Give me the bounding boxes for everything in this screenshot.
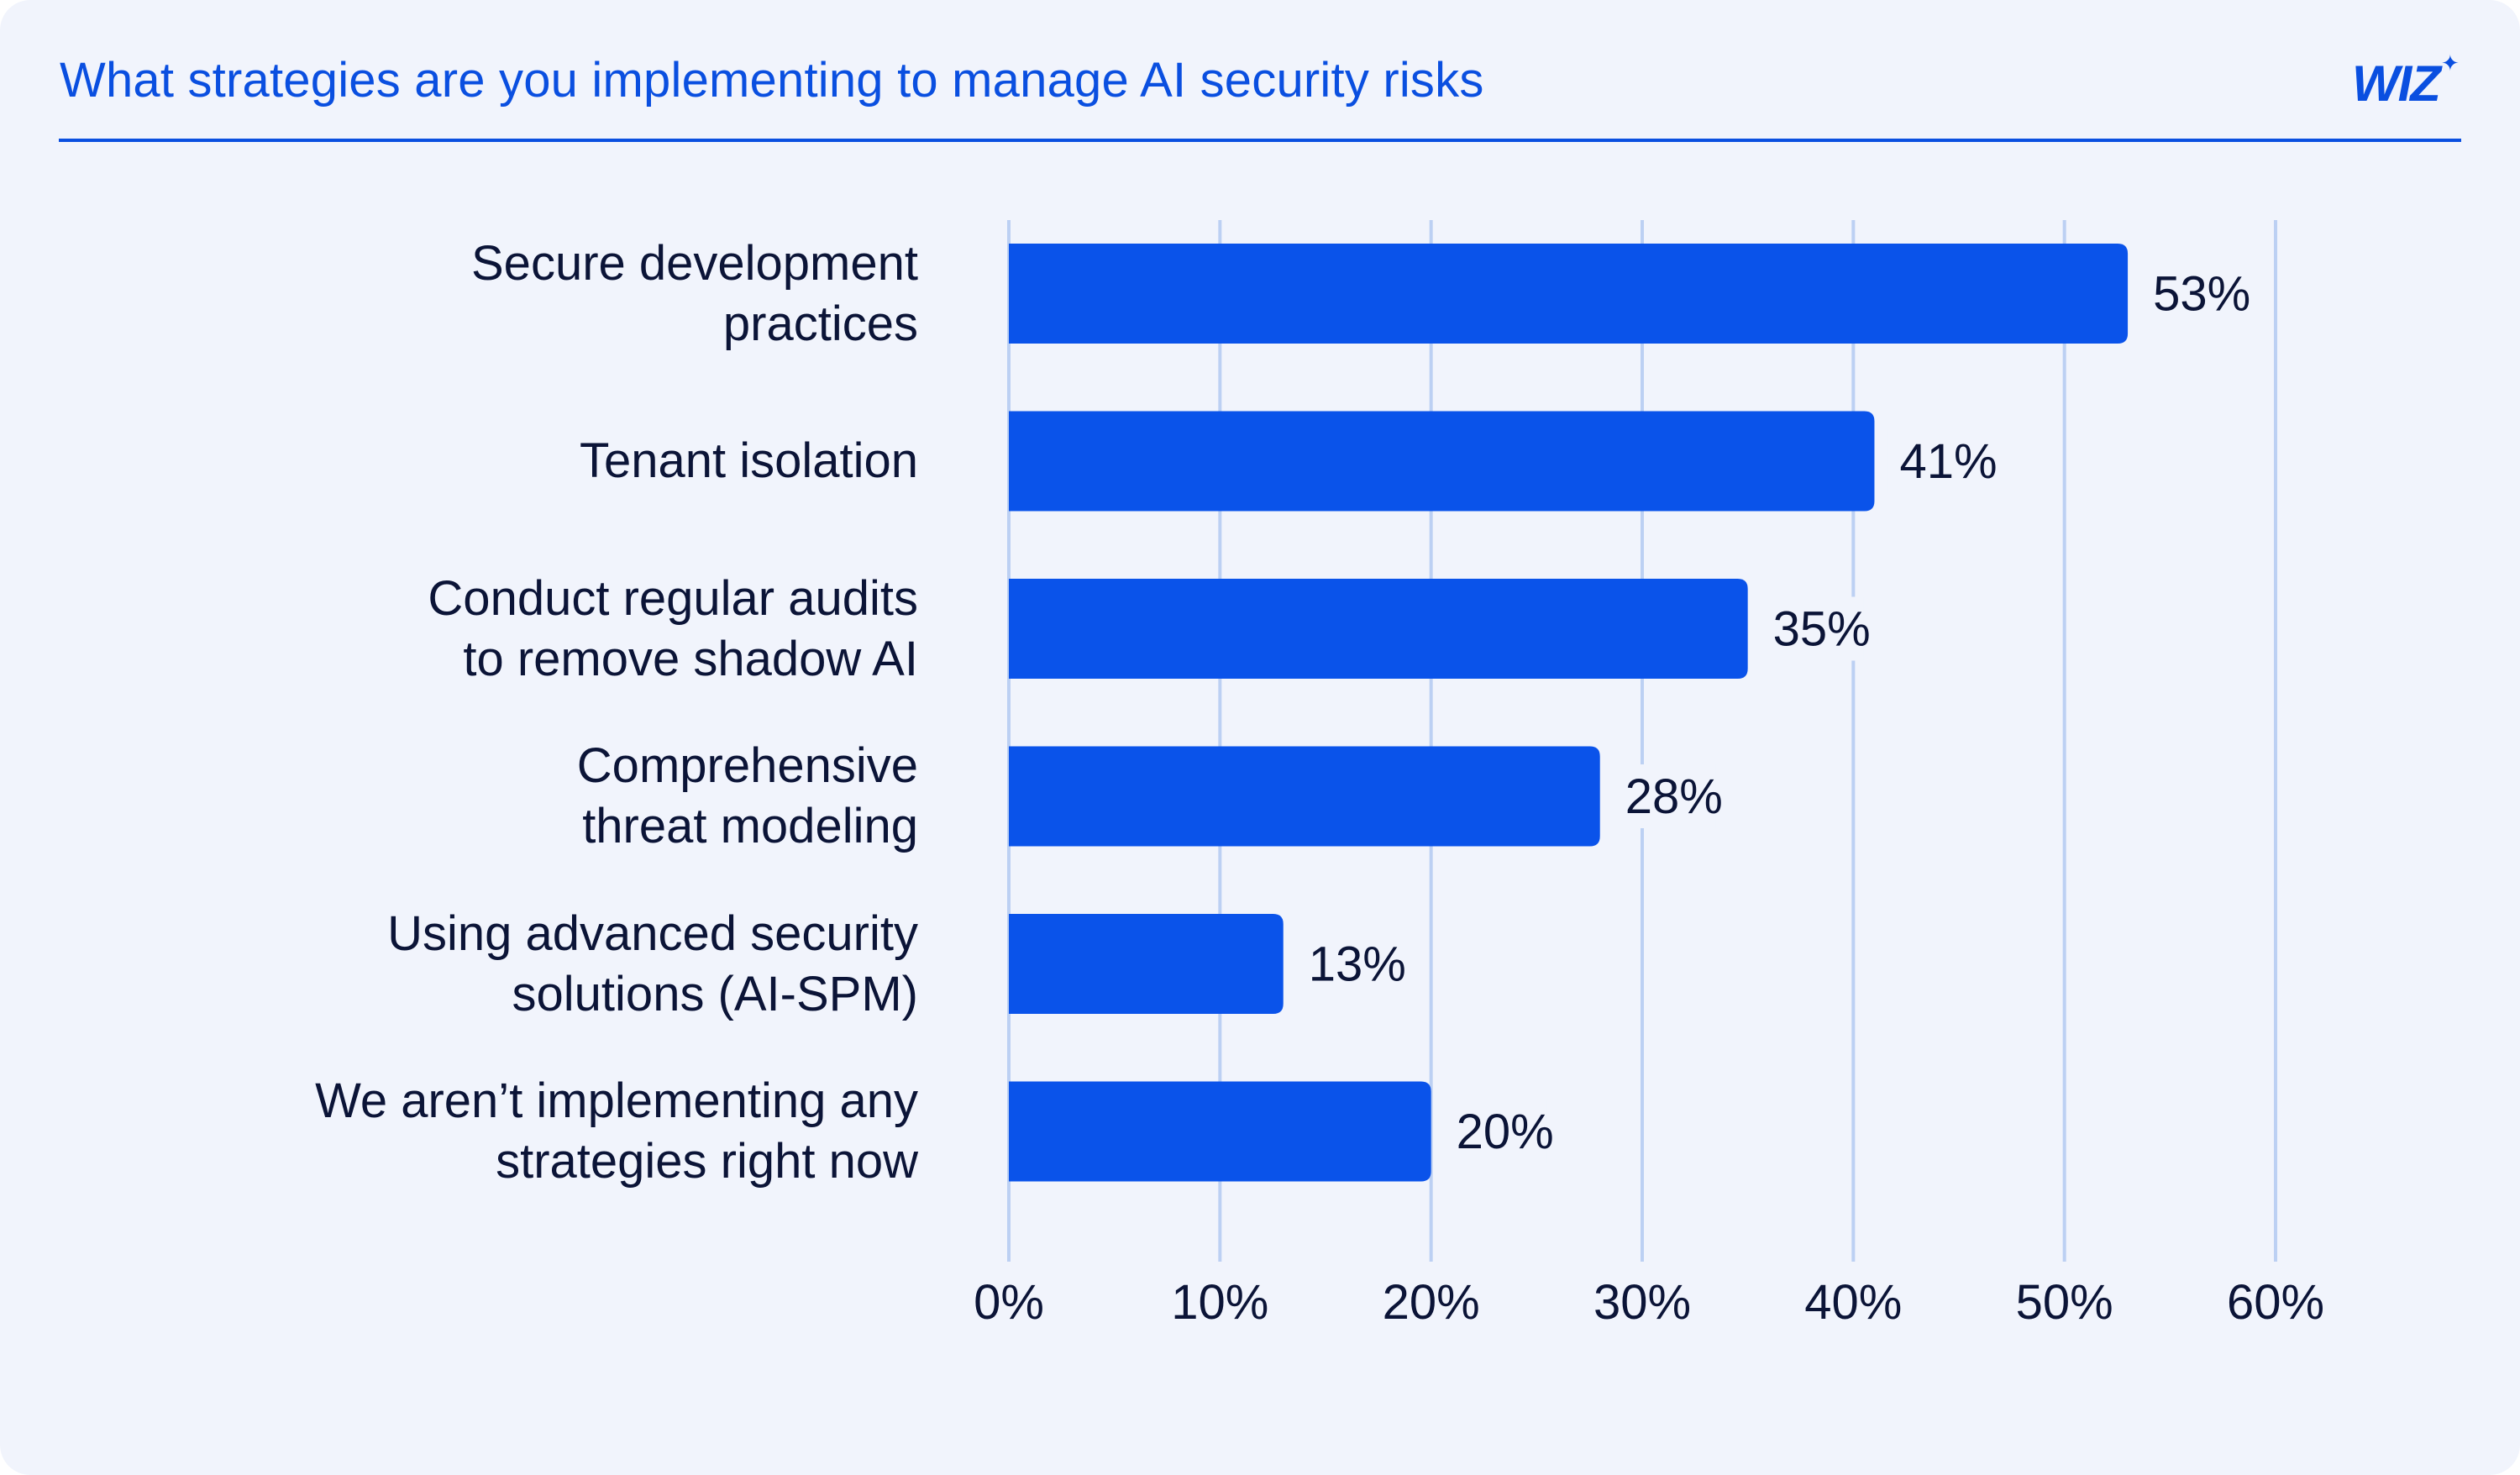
wiz-logo: WIZ ✦ [2352,50,2460,118]
category-label-line: Using advanced security [387,905,918,961]
bar-value-label: 41% [1899,434,1997,489]
bar-value-label: 35% [1773,602,1871,657]
x-tick-label: 10% [1171,1275,1268,1330]
category-label-line: to remove shadow AI [463,631,918,686]
category-label-line: We aren’t implementing any [315,1073,918,1128]
category-label-line: threat modeling [582,799,918,853]
category-label-line: Conduct regular audits [428,570,918,626]
category-label: Tenant isolation [162,431,918,491]
value-label-backdrop [1761,596,1864,661]
category-label-line: Tenant isolation [579,433,918,488]
x-tick-label: 40% [1804,1275,1902,1330]
value-labels: 53% 41% 35% 28% 13% 20% [1309,267,2250,1160]
x-tick-label: 50% [2016,1275,2113,1330]
category-label-line: strategies right now [496,1134,918,1189]
category-label-line: solutions (AI-SPM) [512,966,918,1021]
title-divider [59,139,2461,142]
bar [1009,411,1875,512]
category-label: Using advanced security solutions (AI-SPM… [162,904,918,1025]
x-tick-label: 20% [1383,1275,1480,1330]
category-label: We aren’t implementing any strategies rig… [162,1071,918,1192]
x-tick-label: 60% [2227,1275,2324,1330]
category-label: Comprehensive threat modeling [162,736,918,857]
bar-value-label: 13% [1309,937,1406,992]
x-tick-labels: 0% 10% 20% 30% 40% 50% 60% [974,1275,2324,1330]
bar-value-label: 53% [2153,267,2250,322]
chart-title: What strategies are you implementing to … [60,53,1484,108]
category-label: Secure development practices [162,234,918,354]
category-label-line: Secure development [471,235,918,291]
bar [1009,914,1284,1014]
category-label: Conduct regular audits to remove shadow A… [162,569,918,690]
category-label-line: Comprehensive [576,738,918,793]
value-label-backdrop [2141,261,2244,326]
value-label-backdrop [1887,429,1991,493]
value-label-backdrop [1296,932,1399,996]
value-label-backdrop [1444,1100,1547,1163]
sparkle-icon: ✦ [2440,50,2460,76]
wiz-logo-text: WIZ [2352,55,2441,112]
bar [1009,746,1600,847]
bar-value-label: 20% [1457,1105,1554,1159]
bar [1009,244,2129,344]
x-tick-label: 30% [1593,1275,1691,1330]
bar [1009,579,1748,679]
value-label-backdrop [1613,764,1716,828]
bars [1009,244,2244,1182]
x-tick-label: 0% [974,1275,1044,1330]
bar [1009,1081,1431,1182]
bar-value-label: 28% [1625,769,1723,824]
category-label-line: practices [722,296,918,351]
